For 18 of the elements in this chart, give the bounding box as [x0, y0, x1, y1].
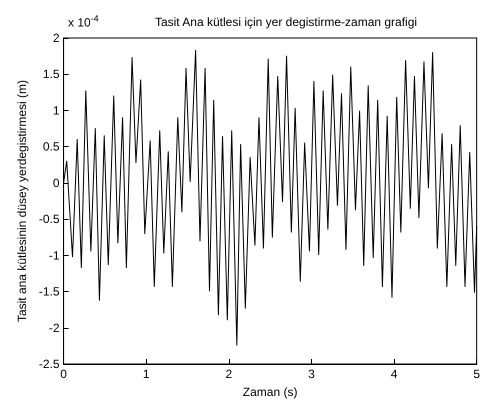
- chart-title: Tasit Ana kütlesi için yer degistirme-zaman grafigi: [154, 15, 418, 29]
- y-tick-label: -1: [48, 248, 60, 262]
- x-tick-label: 3: [308, 367, 316, 381]
- y-tick-label: 1.5: [42, 67, 60, 82]
- x-axis-title: Zaman (s): [242, 385, 298, 399]
- x-tick-label: 5: [473, 367, 480, 381]
- y-tick-label: -1.5: [38, 284, 60, 299]
- x-tick-label: 4: [390, 367, 398, 381]
- y-tick-label: -0.5: [38, 212, 60, 226]
- y-tick-label: 2: [52, 31, 60, 45]
- y-axis-title: Tasit ana kütlesinin düsey yerdegistirmesi (m): [15, 80, 29, 322]
- y-tick-label: -2.5: [38, 357, 60, 371]
- y-tick-label: -2: [48, 320, 60, 335]
- y-tick-label: 0.5: [42, 140, 60, 154]
- y-tick-label: 0: [52, 176, 60, 190]
- y-tick-label: 1: [52, 103, 60, 118]
- x-tick-label: 1: [142, 367, 150, 381]
- x-tick-label: 2: [225, 367, 232, 381]
